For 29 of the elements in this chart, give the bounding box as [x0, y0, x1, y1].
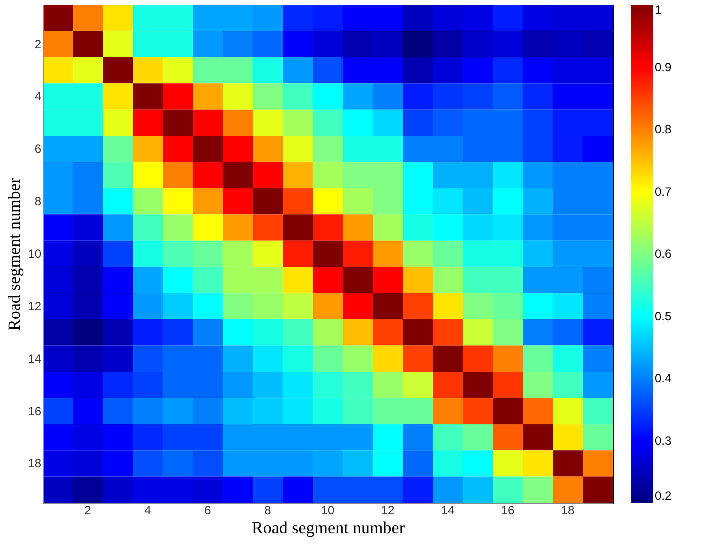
- y-tick-label: 6: [34, 142, 42, 156]
- x-tick-label: 18: [561, 504, 575, 518]
- color-bar-label: 0.6: [655, 247, 672, 261]
- color-bar-label: 0.9: [655, 60, 672, 74]
- x-tick-label: 10: [321, 504, 335, 518]
- y-tick-label: 4: [34, 90, 42, 104]
- x-tick-label: 16: [501, 504, 515, 518]
- y-tick-label: 16: [28, 404, 42, 418]
- color-bar-label: 0.4: [655, 372, 672, 386]
- x-tick-label: 12: [381, 504, 395, 518]
- color-bar-label: 0.5: [655, 309, 672, 324]
- color-bar-label: 1: [655, 3, 662, 17]
- y-tick-label: 18: [28, 456, 42, 471]
- color-bar-label: 0.2: [655, 489, 672, 503]
- y-tick-label: 12: [28, 299, 42, 314]
- x-tick-label: 4: [144, 504, 152, 518]
- x-tick-label: 14: [441, 504, 455, 518]
- color-bar-label: 0.8: [655, 122, 672, 136]
- x-tick-label: 8: [264, 504, 272, 518]
- x-tick-label: 6: [204, 504, 212, 518]
- y-tick-label: 8: [34, 194, 42, 209]
- y-axis-title: Road segment number: [5, 178, 24, 331]
- x-tick-label: 2: [84, 504, 92, 518]
- y-tick-label: 14: [28, 352, 42, 366]
- color-bar-label: 0.3: [655, 434, 672, 448]
- x-axis-title: Road segment number: [252, 518, 406, 538]
- color-bar-label: 0.7: [655, 184, 672, 199]
- y-tick-label: 10: [28, 247, 42, 261]
- y-tick-label: 2: [34, 37, 42, 52]
